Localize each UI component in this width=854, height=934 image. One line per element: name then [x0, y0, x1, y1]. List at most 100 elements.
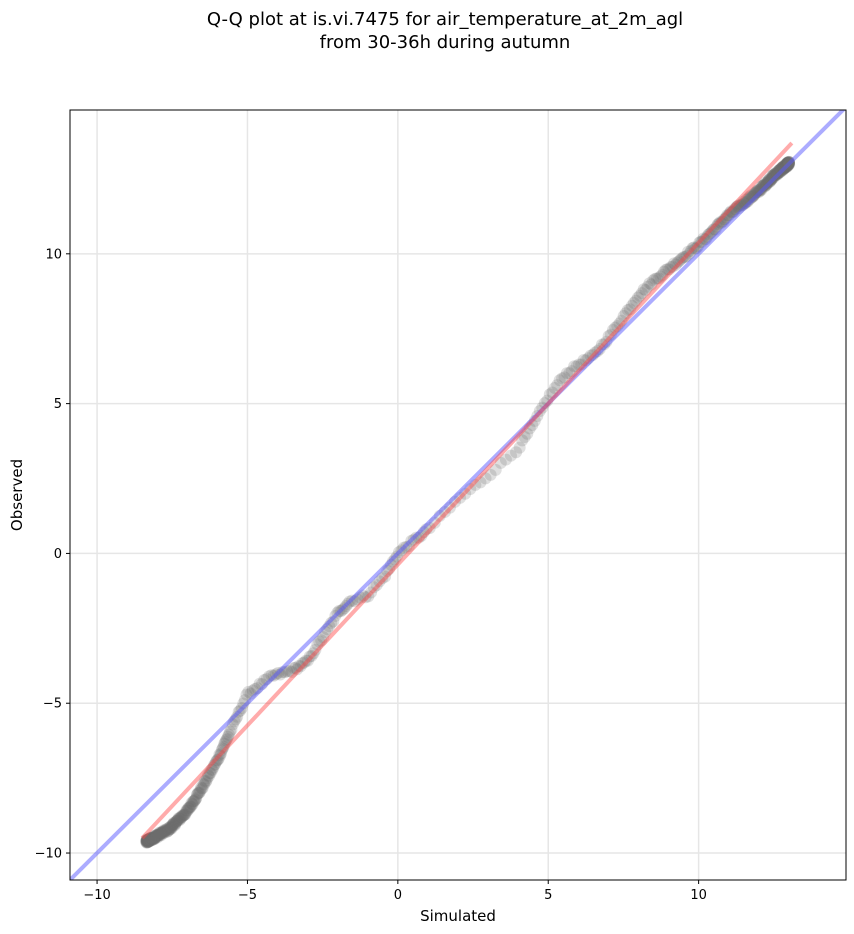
quantile-point [563, 367, 576, 380]
quantile-point [669, 258, 682, 271]
quantile-point [176, 810, 189, 823]
quantile-point [143, 832, 156, 845]
quantile-point [479, 472, 492, 485]
quantile-point [145, 832, 158, 845]
quantile-point [187, 795, 200, 808]
quantile-point [615, 314, 628, 327]
quantile-point [174, 812, 187, 825]
quantile-point [570, 360, 583, 373]
quantile-point [187, 795, 200, 808]
quantile-point [163, 823, 176, 836]
quantile-point [160, 823, 173, 836]
quantile-point [568, 360, 581, 373]
quantile-point [724, 205, 737, 218]
quantile-point [157, 827, 170, 840]
quantile-point [193, 786, 206, 799]
quantile-point [179, 806, 192, 819]
quantile-point [656, 268, 669, 281]
quantile-point [682, 245, 695, 258]
quantile-point [141, 836, 154, 849]
quantile-point [202, 770, 215, 783]
quantile-point [141, 834, 154, 847]
x-axis-ticks: −10 −5 0 5 10 [83, 880, 707, 903]
quantile-point [141, 835, 154, 848]
quantile-point [185, 797, 198, 810]
quantile-point [770, 167, 783, 180]
quantile-point [143, 835, 156, 848]
quantile-point [143, 834, 156, 847]
quantile-point [285, 665, 298, 678]
quantile-point [143, 834, 156, 847]
quantile-point [150, 828, 163, 841]
quantile-point [161, 825, 174, 838]
quantile-point [317, 631, 330, 644]
x-axis-label: Simulated [420, 907, 496, 925]
quantile-point [168, 816, 181, 829]
quantile-point [706, 225, 719, 238]
quantile-point [661, 263, 674, 276]
quantile-point [141, 833, 154, 846]
quantile-point [150, 830, 163, 843]
quantile-point [167, 818, 180, 831]
quantile-point [694, 235, 707, 248]
quantile-point [164, 820, 177, 833]
quantile-point [140, 834, 153, 847]
quantile-point [379, 570, 392, 583]
quantile-point [147, 832, 160, 845]
quantile-point [218, 737, 231, 750]
quantile-point [169, 817, 182, 830]
quantile-point [144, 831, 157, 844]
quantile-point [222, 728, 235, 741]
quantile-point [708, 223, 721, 235]
quantile-point [674, 253, 687, 266]
y-tick-label: 0 [54, 547, 62, 562]
quantile-point [637, 283, 650, 296]
quantile-point [641, 280, 654, 293]
quantile-point [200, 774, 213, 787]
quantile-point [607, 323, 620, 336]
quantile-point [140, 834, 153, 847]
quantile-point [499, 453, 512, 466]
quantile-point [157, 825, 170, 838]
quantile-point [166, 819, 179, 832]
quantile-point [551, 379, 564, 392]
quantile-point [162, 823, 175, 836]
quantile-point [315, 634, 328, 647]
quantile-point [190, 792, 203, 805]
quantile-point [663, 263, 676, 276]
quantile-point [652, 272, 665, 285]
quantile-point [718, 213, 731, 226]
quantile-point [199, 776, 212, 789]
quantile-point [560, 367, 573, 380]
quantile-point [676, 252, 689, 265]
quantile-point [298, 656, 311, 669]
quantile-point [154, 829, 167, 842]
quantile-point [146, 834, 158, 847]
quantile-point [240, 688, 253, 701]
y-axis-ticks: −10 −5 0 5 10 [35, 247, 70, 862]
quantile-point [154, 827, 167, 840]
quantile-point [175, 811, 188, 824]
quantile-point [223, 725, 236, 738]
quantile-point [209, 758, 222, 771]
quantile-point [141, 836, 154, 849]
quantile-point [214, 749, 227, 762]
quantile-point [303, 650, 316, 663]
quantile-point [722, 209, 735, 222]
quantile-point [292, 659, 305, 672]
quantile-point [155, 826, 168, 839]
quantile-point [159, 824, 172, 837]
quantile-point [504, 449, 517, 462]
quantile-point [148, 831, 161, 844]
y-tick-label: 5 [54, 397, 62, 412]
quantile-point [283, 664, 296, 677]
quantile-point [148, 832, 161, 845]
quantile-point [625, 299, 638, 312]
quantile-point [181, 804, 194, 817]
quantile-point [774, 163, 787, 176]
quantile-point [635, 287, 648, 300]
quantile-point [623, 303, 636, 316]
quantile-point [198, 774, 211, 787]
quantile-point [140, 833, 153, 846]
quantile-point [208, 759, 221, 772]
